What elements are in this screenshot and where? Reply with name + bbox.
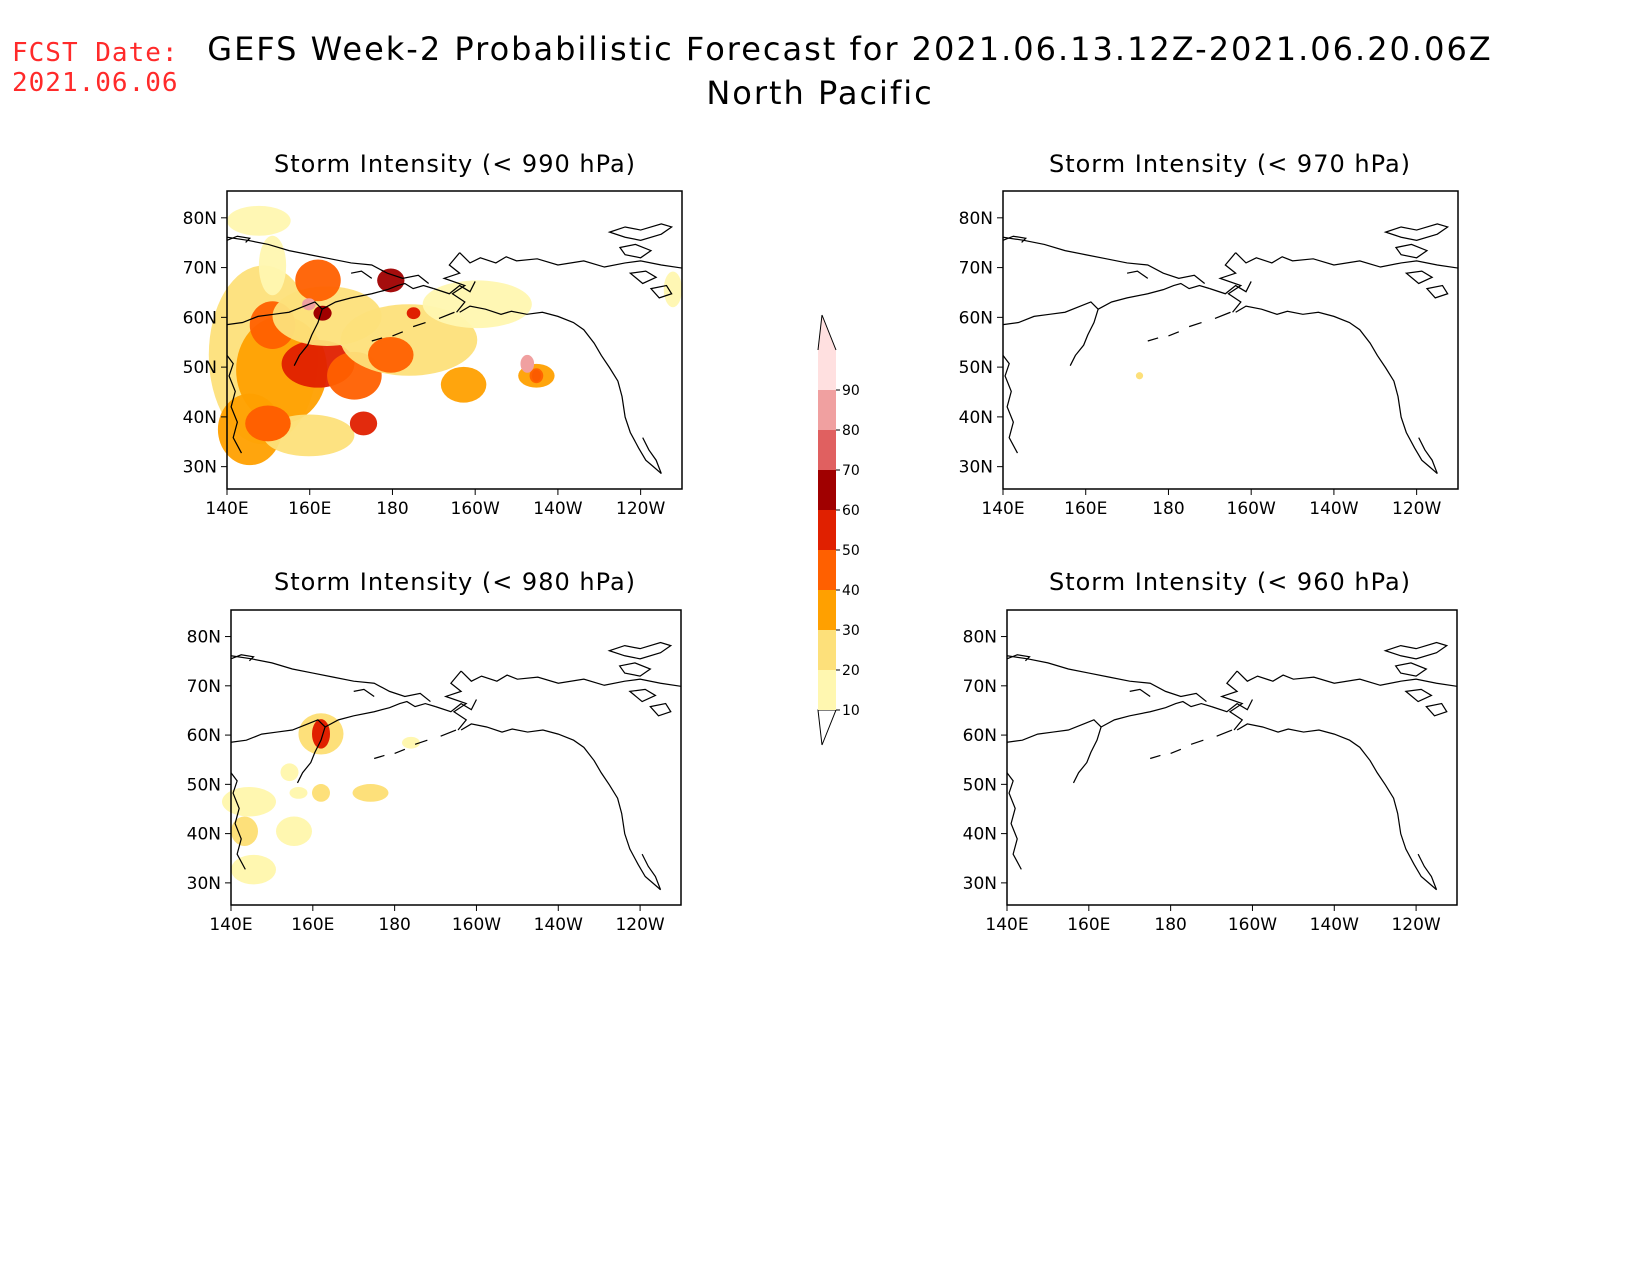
colorbar-label: 40 (842, 583, 860, 599)
lon-label: 140W (533, 499, 582, 519)
lon-label: 140W (534, 915, 583, 935)
lat-label: 30N (963, 874, 997, 894)
lat-label: 60N (183, 308, 217, 328)
lat-label: 80N (959, 209, 993, 229)
region-subtitle: North Pacific (706, 74, 934, 112)
colorbar-segment (818, 630, 836, 670)
colorbar-legend: 10 20 30 40 50 60 70 80 90 (817, 314, 860, 746)
lon-label: 120W (1392, 499, 1441, 519)
colorbar-lower-cap (817, 709, 837, 746)
lon-label: 140E (209, 915, 252, 935)
lat-label: 40N (963, 825, 997, 845)
colorbar-label: 70 (842, 463, 860, 479)
lat-label: 60N (187, 726, 221, 746)
map-frame (1006, 609, 1458, 906)
colorbar-segment (818, 430, 836, 470)
lon-label: 160W (1227, 499, 1276, 519)
lon-label: 160E (291, 915, 334, 935)
panel-title-990: Storm Intensity (< 990 hPa) (273, 150, 637, 178)
lat-label: 70N (183, 259, 217, 279)
probability-shading (222, 713, 420, 885)
lat-label: 60N (963, 726, 997, 746)
fcst-date-value: 2021.06.06 (12, 68, 179, 98)
lon-label: 160W (1228, 915, 1277, 935)
colorbar-label: 50 (842, 543, 860, 559)
panel-title-960: Storm Intensity (< 960 hPa) (1048, 568, 1412, 596)
lon-label: 160W (452, 915, 501, 935)
map-panel-1: 80N 70N 60N 50N 40N 30N 140E 160E 180 160W 140W 120… (959, 190, 1459, 519)
lon-label: 140W (1310, 915, 1359, 935)
lat-label: 70N (963, 677, 997, 697)
colorbar-label: 30 (842, 623, 860, 639)
lat-label: 30N (187, 874, 221, 894)
colorbar-label: 10 (842, 703, 860, 719)
colorbar-segment (818, 470, 836, 510)
map-panel-2: 80N 70N 60N 50N 40N 30N 140E 160E 180 160W 140W 120… (187, 609, 682, 935)
lat-label: 40N (959, 408, 993, 428)
coastline (1002, 223, 1459, 475)
colorbar-label: 90 (842, 383, 860, 399)
map-frame (230, 609, 682, 906)
lat-label: 70N (187, 677, 221, 697)
probability-shading (1135, 372, 1144, 380)
coastline (1006, 641, 1458, 891)
colorbar-segment (818, 670, 836, 710)
colorbar-label: 60 (842, 503, 860, 519)
lon-label: 120W (1391, 915, 1440, 935)
lon-label: 160E (1064, 499, 1107, 519)
lat-label: 30N (959, 458, 993, 478)
fcst-date-label: FCST Date: (12, 38, 179, 68)
lat-label: 30N (183, 458, 217, 478)
lon-label: 180 (1152, 499, 1184, 519)
map-frame (226, 190, 683, 490)
colorbar-segment (818, 350, 836, 390)
lon-label: 160E (1067, 915, 1110, 935)
colorbar-segment (818, 390, 836, 430)
lon-label: 120W (616, 499, 665, 519)
map-frame (1002, 190, 1459, 490)
lon-label: 180 (1154, 915, 1186, 935)
lat-label: 40N (183, 408, 217, 428)
lat-label: 50N (959, 358, 993, 378)
lat-label: 40N (187, 825, 221, 845)
lon-label: 140E (985, 915, 1028, 935)
lat-label: 50N (183, 358, 217, 378)
map-panel-3: 80N 70N 60N 50N 40N 30N 140E 160E 180 160W 140W 120… (963, 609, 1458, 935)
lon-label: 120W (615, 915, 664, 935)
panel-title-980: Storm Intensity (< 980 hPa) (273, 568, 637, 596)
lat-label: 70N (959, 259, 993, 279)
lat-label: 50N (187, 775, 221, 795)
lon-label: 140W (1309, 499, 1358, 519)
lat-label: 60N (959, 308, 993, 328)
lon-label: 140E (981, 499, 1024, 519)
lat-label: 80N (183, 209, 217, 229)
probability-shading (208, 205, 682, 466)
lat-label: 80N (187, 628, 221, 648)
colorbar-upper-cap (817, 314, 837, 351)
lon-label: 160W (451, 499, 500, 519)
lon-label: 180 (376, 499, 408, 519)
forecast-date-block: FCST Date: 2021.06.06 (12, 38, 179, 98)
coastline (230, 641, 682, 891)
colorbar-label: 80 (842, 423, 860, 439)
panel-title-970: Storm Intensity (< 970 hPa) (1048, 150, 1412, 178)
colorbar-segment (818, 510, 836, 550)
lat-label: 50N (963, 775, 997, 795)
lon-label: 160E (288, 499, 331, 519)
lon-label: 180 (378, 915, 410, 935)
colorbar-segment (818, 590, 836, 630)
colorbar-label: 20 (842, 663, 860, 679)
lat-label: 80N (963, 628, 997, 648)
map-panel-0: 80N 70N 60N 50N 40N 30N 140E 160E 180 160W 140W 120… (183, 190, 683, 519)
lon-label: 140E (205, 499, 248, 519)
colorbar-segment (818, 550, 836, 590)
main-title: GEFS Week-2 Probabilistic Forecast for 2… (207, 30, 1493, 68)
